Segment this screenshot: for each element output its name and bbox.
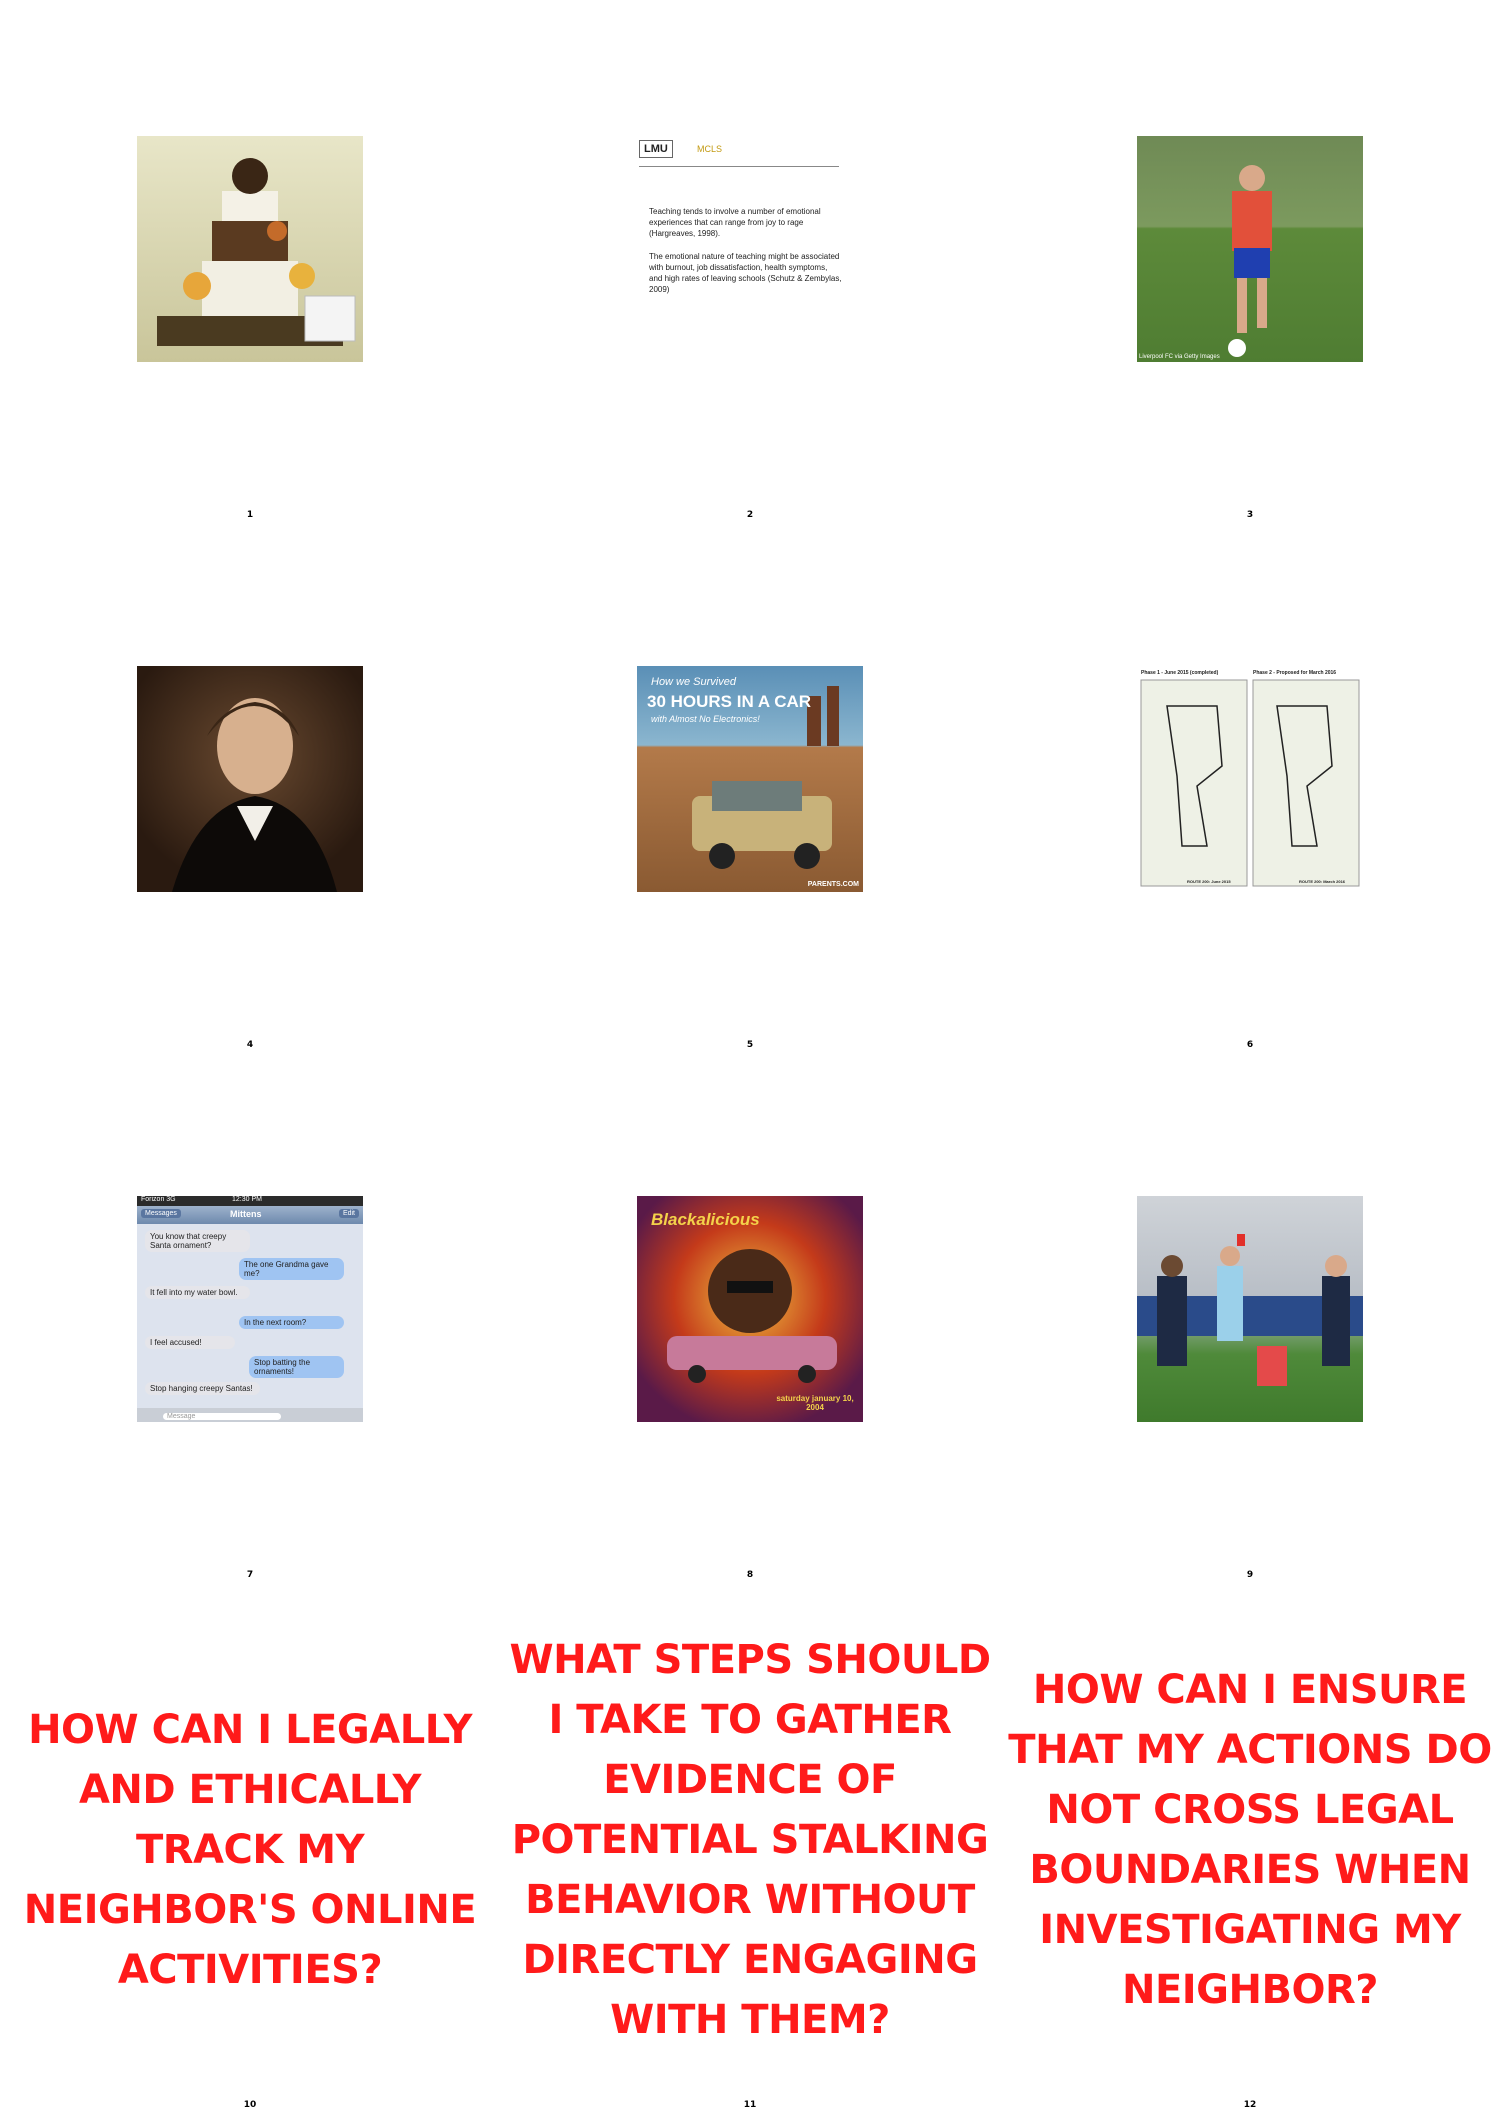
grid-cell-1: 1 — [0, 0, 500, 530]
cell-number: 8 — [746, 1570, 754, 1580]
grid-cell-2: LMU MCLS Teaching tends to involve a num… — [500, 0, 1000, 530]
grid-cell-6: Phase 1 - June 2015 (completed) Phase 2 … — [1000, 530, 1500, 1060]
cell-number: 3 — [1246, 510, 1254, 520]
slide-line: and high rates of leaving schools (Schut… — [649, 274, 842, 294]
back-button: Messages — [141, 1209, 181, 1218]
cell-number: 7 — [246, 1570, 254, 1580]
lecture-slide-image: LMU MCLS Teaching tends to involve a num… — [637, 136, 863, 362]
cell-number: 12 — [1243, 2100, 1257, 2110]
slide-line: experiences that can range from joy to r… — [649, 218, 804, 227]
map-left-title: Phase 1 - June 2015 (completed) — [1141, 670, 1219, 676]
soccer-player-image: Liverpool FC via Getty Images — [1137, 136, 1363, 362]
message-bubble: The one Grandma gave me? — [239, 1258, 344, 1280]
message-bubble: Stop batting the ornaments! — [249, 1356, 344, 1378]
cell-number: 10 — [243, 2100, 257, 2110]
question-text: How can I ensure that my actions do not … — [1008, 1667, 1492, 2013]
cell-number: 2 — [746, 510, 754, 520]
poster-sub: with Almost No Electronics! — [651, 714, 760, 724]
carrier-label: Forizon 3G — [141, 1196, 176, 1203]
message-bubble: It fell into my water bowl. — [145, 1286, 250, 1299]
grid-cell-12: How can I ensure that my actions do not … — [1000, 1590, 1500, 2120]
football-referee-image — [1137, 1196, 1363, 1422]
grid-cell-3: Liverpool FC via Getty Images 3 — [1000, 0, 1500, 530]
slide-divider — [639, 166, 839, 167]
grid-cell-11: What steps should I take to gather evide… — [500, 1590, 1000, 2120]
slide-line: with burnout, job dissatisfaction, healt… — [649, 263, 828, 272]
message-bubble: Stop hanging creepy Santas! — [145, 1382, 260, 1395]
grid-cell-4: 4 — [0, 530, 500, 1060]
message-bubble: You know that creepy Santa ornament? — [145, 1230, 250, 1252]
slide-logo-2: MCLS — [697, 144, 723, 154]
poster-site: PARENTS.COM — [807, 881, 859, 888]
text-message-image: Forizon 3G 12:30 PM Messages Mittens Edi… — [137, 1196, 363, 1422]
grid-cell-9: 9 — [1000, 1060, 1500, 1590]
cell-number: 1 — [246, 510, 254, 520]
grid-cell-7: Forizon 3G 12:30 PM Messages Mittens Edi… — [0, 1060, 500, 1590]
cake-image — [137, 136, 363, 362]
concert-flyer-image: Blackalicious saturday january 10, 2004 — [637, 1196, 863, 1422]
message-input: Message — [163, 1413, 281, 1420]
poster-headline: 30 HOURS IN A CAR — [647, 692, 812, 711]
message-bubble: In the next room? — [239, 1316, 344, 1329]
nav-bar — [137, 1206, 363, 1224]
status-bar — [137, 1196, 363, 1206]
grid-cell-8: Blackalicious saturday january 10, 2004 … — [500, 1060, 1000, 1590]
question-text: How can I legally and ethically track my… — [23, 1707, 477, 1993]
edit-button: Edit — [338, 1209, 359, 1218]
slide-line: (Hargreaves, 1998). — [649, 229, 721, 238]
grid-cell-5: How we Survived 30 HOURS IN A CAR with A… — [500, 530, 1000, 1060]
route-maps-image: Phase 1 - June 2015 (completed) Phase 2 … — [1137, 666, 1363, 892]
cell-number: 4 — [246, 1040, 254, 1050]
time-label: 12:30 PM — [232, 1196, 262, 1203]
cell-number: 5 — [746, 1040, 754, 1050]
map-right-title: Phase 2 - Proposed for March 2016 — [1253, 670, 1337, 676]
map-left-footer: ROUTE 200: June 2015 — [1187, 879, 1231, 884]
cell-number: 9 — [1246, 1570, 1254, 1580]
map-right-footer: ROUTE 200: March 2016 — [1299, 879, 1346, 884]
car-poster-image: How we Survived 30 HOURS IN A CAR with A… — [637, 666, 863, 892]
cell-number: 6 — [1246, 1040, 1254, 1050]
photo-credit: Liverpool FC via Getty Images — [1139, 354, 1220, 360]
portrait-image — [137, 666, 363, 892]
message-bubble: I feel accused! — [145, 1336, 235, 1349]
slide-logo: LMU — [639, 140, 673, 158]
flyer-band: Blackalicious — [651, 1210, 760, 1229]
slide-line: The emotional nature of teaching might b… — [649, 252, 840, 261]
grid-cell-10: How can I legally and ethically track my… — [0, 1590, 500, 2120]
flyer-date: saturday january 10, 2004 — [776, 1394, 854, 1412]
question-text: What steps should I take to gather evide… — [509, 1637, 991, 2043]
slide-line: Teaching tends to involve a number of em… — [649, 207, 821, 216]
cell-number: 11 — [743, 2100, 757, 2110]
contact-name: Mittens — [230, 1209, 262, 1219]
poster-top: How we Survived — [651, 676, 736, 688]
